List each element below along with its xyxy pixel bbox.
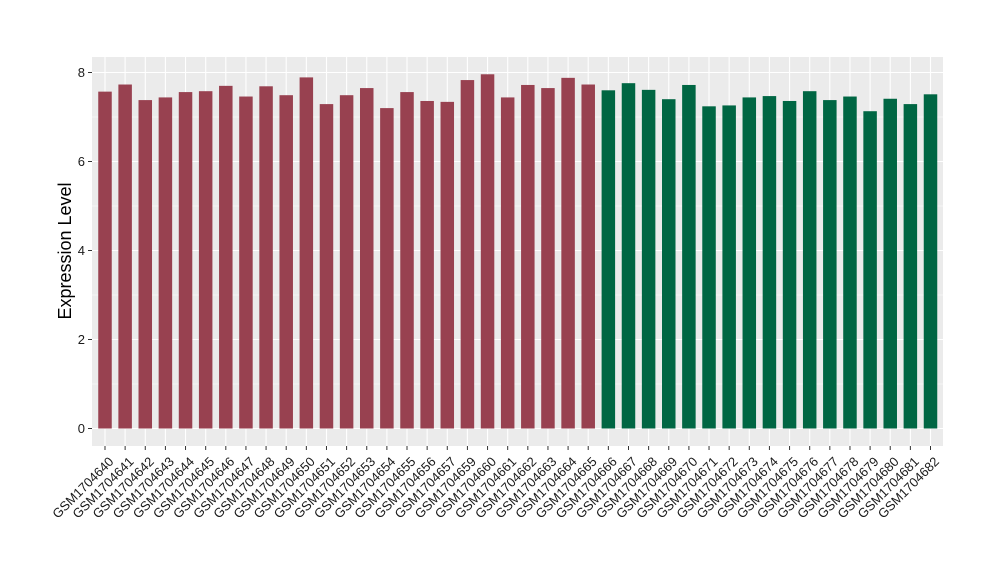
bar-GSM1704650 — [299, 77, 314, 429]
bar-GSM1704668 — [641, 89, 656, 429]
bar-GSM1704665 — [581, 84, 595, 429]
y-axis-title: Expression Level — [55, 182, 75, 319]
bar-GSM1704680 — [883, 98, 897, 429]
bar-GSM1704643 — [158, 97, 173, 429]
bar-GSM1704651 — [319, 104, 334, 429]
y-tick-label: 2 — [78, 332, 85, 347]
bar-GSM1704682 — [923, 94, 938, 429]
bar-GSM1704653 — [359, 88, 374, 429]
y-tick-label: 6 — [78, 154, 85, 169]
bar-GSM1704663 — [541, 88, 555, 429]
y-tick-label: 0 — [78, 421, 85, 436]
bar-GSM1704648 — [259, 86, 273, 429]
bar-GSM1704676 — [802, 91, 817, 429]
bar-GSM1704652 — [339, 95, 354, 429]
bar-GSM1704675 — [782, 100, 797, 429]
bar-GSM1704649 — [279, 95, 293, 429]
bar-GSM1704659 — [460, 80, 475, 429]
y-axis: 0 2 4 6 8 — [78, 65, 92, 436]
bar-GSM1704664 — [561, 77, 575, 429]
bar-GSM1704641 — [118, 84, 132, 429]
bar-GSM1704669 — [662, 99, 676, 429]
bar-GSM1704666 — [601, 90, 616, 429]
bar-GSM1704645 — [198, 91, 213, 429]
bar-GSM1704656 — [420, 100, 434, 429]
bar-GSM1704672 — [722, 105, 736, 429]
bar-GSM1704642 — [138, 100, 153, 429]
bar-GSM1704667 — [621, 83, 636, 429]
bar-GSM1704644 — [178, 92, 193, 429]
bar-GSM1704660 — [480, 74, 495, 429]
bar-GSM1704657 — [440, 101, 455, 429]
bar-GSM1704677 — [823, 100, 837, 429]
bar-GSM1704654 — [380, 108, 394, 429]
y-tick-label: 4 — [78, 243, 85, 258]
bar-GSM1704670 — [682, 84, 696, 429]
y-tick-label: 8 — [78, 65, 85, 80]
panel-background — [92, 57, 943, 446]
bars — [98, 74, 938, 429]
bar-GSM1704678 — [843, 96, 857, 429]
bar-GSM1704679 — [863, 111, 877, 429]
bar-GSM1704640 — [98, 91, 112, 429]
bar-GSM1704646 — [219, 85, 233, 429]
bar-GSM1704681 — [903, 104, 918, 429]
bar-GSM1704673 — [742, 97, 757, 429]
bar-GSM1704661 — [500, 97, 515, 429]
bar-GSM1704674 — [762, 96, 777, 429]
bar-GSM1704671 — [702, 106, 716, 429]
bar-GSM1704647 — [239, 96, 253, 429]
bar-GSM1704662 — [521, 84, 535, 429]
bar-GSM1704655 — [400, 92, 414, 429]
x-axis: GSM1704640GSM1704641GSM1704642GSM1704643… — [49, 446, 942, 521]
